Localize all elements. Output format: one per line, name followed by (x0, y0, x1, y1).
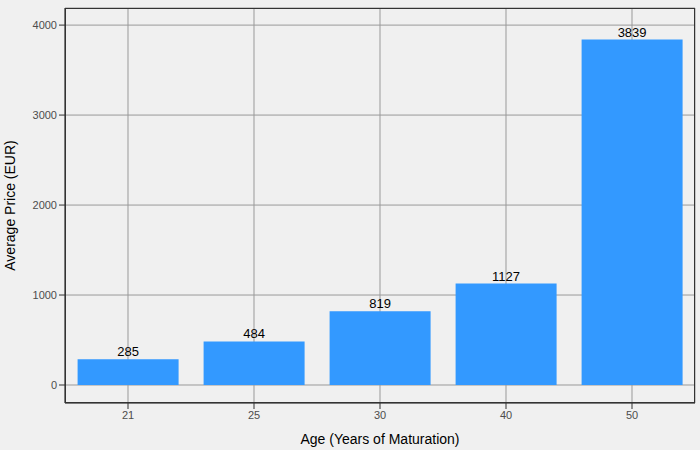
svg-text:21: 21 (122, 409, 134, 421)
svg-text:25: 25 (248, 409, 260, 421)
svg-text:0: 0 (51, 379, 57, 391)
svg-text:40: 40 (500, 409, 512, 421)
svg-text:1000: 1000 (33, 289, 57, 301)
svg-text:Average Price (EUR): Average Price (EUR) (8, 140, 18, 270)
svg-text:Age (Years of Maturation): Age (Years of Maturation) (300, 431, 459, 447)
svg-text:3000: 3000 (33, 109, 57, 121)
svg-text:819: 819 (369, 296, 391, 311)
svg-text:50: 50 (626, 409, 638, 421)
svg-text:4000: 4000 (33, 19, 57, 31)
svg-text:2000: 2000 (33, 199, 57, 211)
svg-text:3839: 3839 (618, 25, 647, 40)
svg-text:285: 285 (117, 344, 139, 359)
svg-text:1127: 1127 (492, 269, 520, 284)
svg-text:30: 30 (374, 409, 386, 421)
svg-text:484: 484 (243, 326, 265, 341)
